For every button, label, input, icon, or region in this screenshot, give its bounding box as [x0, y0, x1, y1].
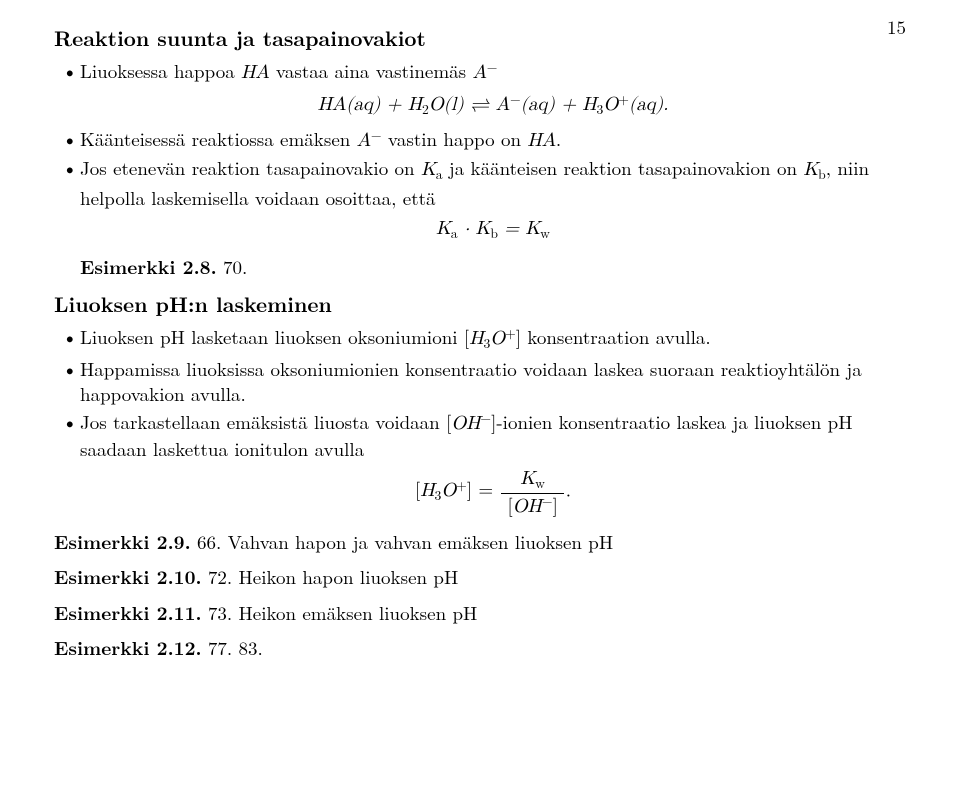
example-label: Esimerkki 2.10.: [54, 562, 202, 590]
text: Happamissa liuoksissa oksoniumionien kon…: [80, 355, 862, 408]
bullet-1: Liuoksessa happoa HA vastaa aina vastine…: [54, 58, 906, 119]
math-OHminus: [OH−]: [446, 414, 496, 433]
section-title-1: Reaktion suunta ja tasapainovakiot: [54, 24, 906, 52]
example-text: 66. Vahvan hapon ja vahvan emäksen liuok…: [191, 528, 613, 555]
text: vastin happo on: [382, 125, 528, 152]
math-Kb: Kb: [803, 160, 825, 179]
text: Jos tarkastellaan emäksistä liuosta void…: [80, 408, 446, 435]
text: Jos etenevän reaktion tasapainovakio on: [80, 154, 421, 181]
fraction: Kw [OH−]: [501, 466, 563, 518]
bullet-3: Jos etenevän reaktion tasapainovakio on …: [54, 155, 906, 244]
example-2-10: Esimerkki 2.10. 72. Heikon hapon liuokse…: [54, 564, 906, 590]
eq1-3: (aq) + H: [521, 95, 597, 114]
equation-3: [H3O+] = Kw [OH−] .: [80, 466, 906, 518]
text: ja käänteisen reaktion tasapainovakion o…: [443, 154, 804, 181]
bullet-6: Jos tarkastellaan emäksistä liuosta void…: [54, 409, 906, 519]
math-H3O: [H3O+]: [464, 329, 521, 348]
text: Liuoksessa happoa: [80, 57, 241, 84]
example-2-12: Esimerkki 2.12. 77. 83.: [54, 635, 906, 661]
text: Käänteisessä reaktiossa emäksen: [80, 125, 357, 152]
equation-1: HA(aq) + H2O(l) ⇌ A−(aq) + H3O+(aq).: [80, 90, 906, 120]
section-title-2: Liuoksen pH:n laskeminen: [54, 290, 906, 318]
text: Liuoksen pH lasketaan liuoksen oksoniumi…: [80, 323, 464, 350]
example-label: Esimerkki 2.9.: [54, 527, 191, 555]
math-Aminus2: A−: [357, 131, 382, 150]
math-Ka: Ka: [421, 160, 443, 179]
example-label: Esimerkki 2.12.: [54, 633, 202, 661]
example-label: Esimerkki 2.8.: [80, 252, 217, 280]
bullet-4: Liuoksen pH lasketaan liuoksen oksoniumi…: [54, 324, 906, 354]
bullet-list-2: Liuoksen pH lasketaan liuoksen oksoniumi…: [54, 324, 906, 519]
period: .: [566, 475, 571, 502]
math-HA2: HA: [527, 131, 556, 150]
example-text: 72. Heikon hapon liuoksen pH: [202, 563, 459, 590]
eq1-2: O(l) ⇌ A: [429, 95, 510, 114]
text: vastaa aina vastinemäs: [270, 57, 473, 84]
text: konsentraation avulla.: [521, 323, 711, 350]
example-2-11: Esimerkki 2.11. 73. Heikon emäksen liuok…: [54, 600, 906, 626]
eq1-4: (aq).: [629, 95, 669, 114]
bullet-list-1: Liuoksessa happoa HA vastaa aina vastine…: [54, 58, 906, 244]
example-2-9: Esimerkki 2.9. 66. Vahvan hapon ja vahva…: [54, 529, 906, 555]
math-HA: HA: [241, 63, 270, 82]
example-label: Esimerkki 2.11.: [54, 598, 202, 626]
example-text: 77. 83.: [202, 634, 263, 661]
example-text: 70.: [217, 253, 248, 280]
eq1-1: HA(aq) + H: [318, 95, 422, 114]
period: .: [556, 125, 561, 152]
bullet-2: Käänteisessä reaktiossa emäksen A− vasti…: [54, 126, 906, 154]
bullet-5: Happamissa liuoksissa oksoniumionien kon…: [54, 356, 906, 407]
equation-2: Ka · Kb = Kw: [80, 214, 906, 244]
example-text: 73. Heikon emäksen liuoksen pH: [202, 599, 478, 626]
example-2-8: Esimerkki 2.8. 70.: [80, 254, 906, 280]
math-Aminus: A−: [473, 63, 498, 82]
page-number: 15: [887, 14, 906, 40]
